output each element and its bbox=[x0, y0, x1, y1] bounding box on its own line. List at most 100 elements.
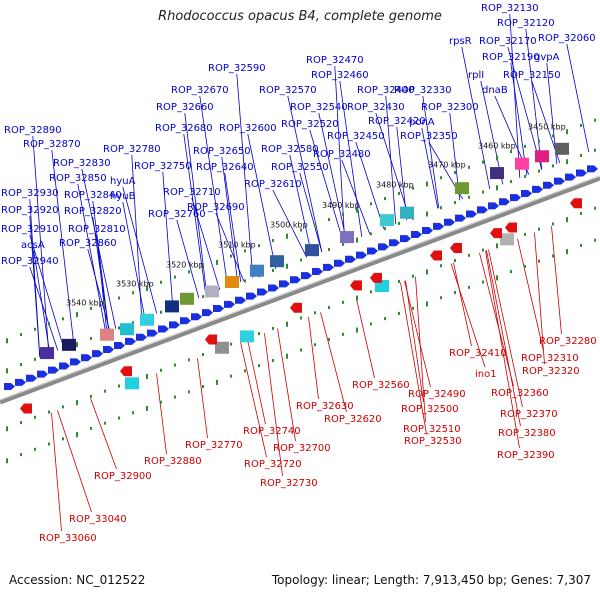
scale-tick bbox=[398, 311, 400, 315]
scale-tick bbox=[384, 227, 386, 231]
gene-feature-block bbox=[100, 328, 114, 341]
scale-tick bbox=[454, 201, 456, 205]
label-leader-line bbox=[318, 112, 348, 243]
gene-feature-block bbox=[225, 276, 239, 288]
scale-tick bbox=[132, 411, 134, 415]
label-leader-line bbox=[375, 112, 411, 220]
forward-gene-label: ROP_32910 bbox=[1, 224, 59, 235]
reverse-gene-arrow bbox=[20, 403, 32, 414]
scale-tick bbox=[286, 263, 288, 269]
forward-gene-label: ROP_32650 bbox=[193, 146, 251, 157]
label-leader-line bbox=[341, 159, 371, 235]
forward-gene-label: ROP_32920 bbox=[1, 205, 59, 216]
scale-tick bbox=[468, 285, 470, 289]
scale-tick bbox=[286, 233, 288, 239]
forward-gene-arrow bbox=[246, 292, 257, 300]
scale-tick bbox=[300, 258, 302, 262]
scale-tick bbox=[328, 248, 330, 252]
gene-feature-block bbox=[340, 231, 354, 244]
label-leader-line bbox=[87, 248, 111, 332]
forward-gene-label: ROP_32550 bbox=[271, 162, 329, 173]
forward-gene-label: ROP_32430 bbox=[347, 102, 405, 113]
scale-tick bbox=[342, 212, 344, 216]
forward-gene-label: rplI bbox=[468, 70, 484, 81]
scale-tick bbox=[594, 206, 596, 210]
forward-gene-label: ROP_32760 bbox=[148, 209, 206, 220]
label-leader-line bbox=[184, 112, 208, 295]
scale-tick bbox=[216, 379, 218, 385]
forward-gene-label: ROP_32820 bbox=[64, 206, 122, 217]
label-leader-line bbox=[96, 234, 108, 333]
label-leader-line bbox=[287, 95, 323, 252]
gene-feature-block bbox=[40, 347, 54, 360]
forward-gene-label: ponA bbox=[409, 117, 435, 128]
label-leader-line bbox=[272, 189, 308, 258]
scale-tick bbox=[202, 295, 204, 299]
forward-gene-label: dnaB bbox=[482, 85, 508, 96]
scale-tick bbox=[482, 190, 484, 194]
forward-gene-arrow bbox=[290, 276, 301, 284]
scale-tick bbox=[258, 364, 260, 368]
label-leader-line bbox=[264, 333, 283, 477]
scale-tick bbox=[230, 254, 232, 258]
gene-feature-block bbox=[555, 142, 569, 155]
label-leader-line bbox=[534, 232, 545, 365]
scale-tick bbox=[6, 458, 8, 464]
scale-tick bbox=[48, 442, 50, 446]
scale-tick bbox=[76, 400, 78, 406]
label-leader-line bbox=[422, 95, 440, 209]
gene-feature-block bbox=[270, 255, 284, 268]
scale-tick bbox=[300, 348, 302, 352]
scale-tick bbox=[440, 296, 442, 300]
scale-tick bbox=[440, 176, 442, 180]
gene-feature-block bbox=[305, 244, 319, 257]
label-leader-line bbox=[29, 234, 65, 349]
scale-tick bbox=[76, 342, 78, 348]
forward-gene-arrow bbox=[400, 235, 411, 243]
label-leader-line bbox=[289, 154, 313, 256]
label-leader-line bbox=[450, 263, 486, 368]
scale-label: 3470 kbp bbox=[428, 161, 466, 170]
reverse-gene-label: ROP_32500 bbox=[401, 404, 459, 415]
scale-tick bbox=[510, 180, 512, 184]
label-leader-line bbox=[421, 127, 439, 209]
reverse-gene-label: ROP_32320 bbox=[522, 366, 580, 377]
scale-tick bbox=[202, 385, 204, 389]
forward-gene-arrow bbox=[202, 309, 213, 317]
gene-feature-block bbox=[375, 280, 389, 292]
scale-tick bbox=[594, 118, 596, 122]
forward-gene-label: ROP_32840 bbox=[64, 190, 122, 201]
scale-tick bbox=[328, 306, 330, 310]
scale-tick bbox=[356, 327, 358, 333]
forward-gene-arrow bbox=[543, 181, 554, 189]
forward-gene-label: acsA bbox=[21, 240, 45, 251]
scale-label: 3510 kbp bbox=[218, 241, 256, 250]
label-leader-line bbox=[400, 282, 427, 435]
label-leader-line bbox=[404, 280, 431, 388]
forward-gene-arrow bbox=[554, 177, 565, 185]
scale-tick bbox=[580, 153, 582, 157]
scale-tick bbox=[384, 317, 386, 321]
forward-gene-arrow bbox=[488, 202, 499, 210]
forward-gene-arrow bbox=[103, 346, 114, 354]
forward-gene-arrow bbox=[510, 194, 521, 202]
forward-gene-arrow bbox=[235, 296, 246, 304]
forward-gene-label: ROP_32060 bbox=[538, 33, 596, 44]
scale-label: 3520 kbp bbox=[166, 260, 204, 269]
forward-gene-arrow bbox=[323, 263, 334, 271]
scale-tick bbox=[314, 223, 316, 227]
reverse-gene-label: ROP_32280 bbox=[539, 336, 597, 347]
forward-gene-label: ROP_32540 bbox=[290, 102, 348, 113]
gene-feature-block bbox=[165, 300, 179, 313]
label-leader-line bbox=[488, 249, 523, 408]
scale-label: 3500 kbp bbox=[270, 221, 308, 230]
forward-gene-label: ROP_32520 bbox=[281, 119, 339, 130]
scale-tick bbox=[440, 206, 442, 210]
forward-gene-arrow bbox=[455, 214, 466, 222]
scale-tick bbox=[524, 144, 526, 148]
scale-label: 3490 kbp bbox=[322, 201, 360, 210]
scale-tick bbox=[454, 171, 456, 175]
forward-gene-arrow bbox=[48, 366, 59, 374]
reverse-gene-label: ROP_32900 bbox=[94, 471, 152, 482]
